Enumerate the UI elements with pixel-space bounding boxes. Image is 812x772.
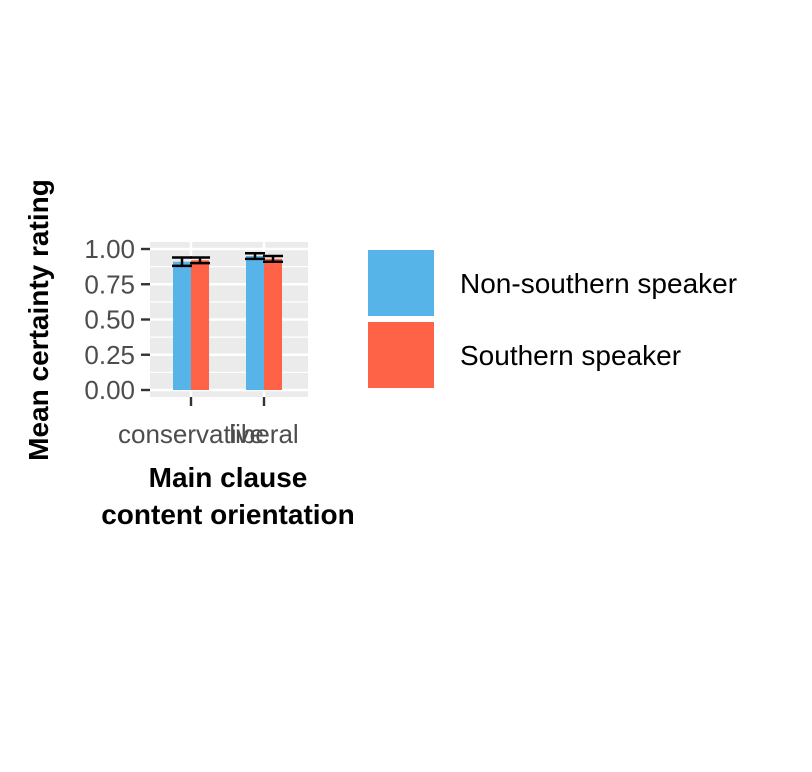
error-bars (172, 251, 283, 268)
legend: Non-southern speaker Southern speaker (366, 248, 737, 390)
bar-southern-conservative (191, 260, 209, 390)
bars (173, 256, 282, 390)
y-tick-label: 0.75 (84, 269, 135, 299)
y-axis-title: Mean certainty rating (23, 179, 54, 461)
x-tick-label-liberal: liberal (229, 419, 298, 449)
legend-label-southern: Southern speaker (460, 340, 681, 371)
bar-southern-liberal (264, 258, 282, 390)
y-tick-label: 0.50 (84, 305, 135, 335)
y-tick-label: 0.00 (84, 375, 135, 405)
legend-key-southern (368, 322, 434, 388)
legend-key-non-southern (368, 250, 434, 316)
x-axis-title-line-2: content orientation (101, 499, 355, 530)
legend-label-non-southern: Non-southern speaker (460, 268, 737, 299)
y-tick-label: 0.25 (84, 340, 135, 370)
y-axis: 0.00 0.25 0.50 0.75 1.00 (84, 234, 150, 405)
bar-non-southern-liberal (246, 256, 264, 390)
x-axis-title-line-1: Main clause (149, 462, 308, 493)
y-tick-label: 1.00 (84, 234, 135, 264)
bar-non-southern-conservative (173, 261, 191, 390)
x-tick-label-conservative: conservative (118, 419, 264, 449)
